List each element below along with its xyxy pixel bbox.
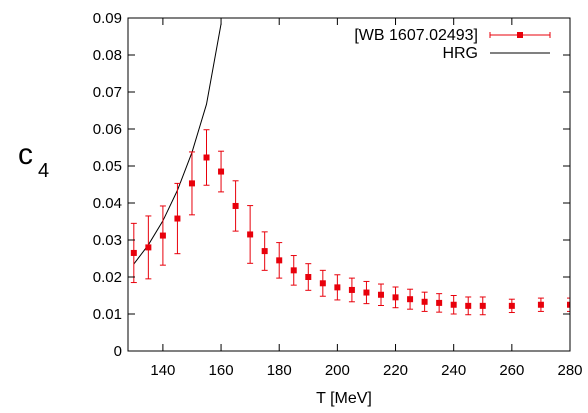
data-point bbox=[508, 298, 515, 314]
y-tick-label: 0.07 bbox=[93, 84, 122, 101]
data-point bbox=[290, 255, 297, 286]
axes: 0 0.01 0.02 0.03 0.04 0.05 0.06 0.07 0.08 0.09 140… bbox=[93, 10, 583, 379]
data-point bbox=[188, 151, 195, 216]
plot-area bbox=[130, 23, 570, 316]
legend: [WB 1607.02493]HRG bbox=[354, 27, 551, 62]
point-marker bbox=[421, 298, 428, 305]
plot-content bbox=[130, 23, 570, 316]
data-point bbox=[479, 296, 486, 316]
x-axis-title: T [MeV] bbox=[316, 390, 372, 407]
legend-marker-wb bbox=[517, 32, 523, 38]
data-point bbox=[159, 205, 166, 266]
point-marker bbox=[188, 180, 195, 187]
x-tick-label: 220 bbox=[383, 362, 408, 379]
point-marker bbox=[508, 302, 515, 309]
point-marker bbox=[203, 154, 210, 161]
point-marker bbox=[436, 299, 443, 306]
legend-label-hrg: HRG bbox=[442, 45, 478, 62]
y-tick-label: 0.01 bbox=[93, 306, 122, 323]
data-point bbox=[450, 295, 457, 315]
data-point bbox=[567, 297, 570, 312]
data-point bbox=[218, 150, 225, 193]
point-marker bbox=[377, 291, 384, 298]
data-point bbox=[232, 180, 239, 232]
point-marker bbox=[159, 232, 166, 239]
y-tick-label: 0 bbox=[114, 343, 122, 360]
point-marker bbox=[261, 248, 268, 255]
point-marker bbox=[363, 289, 370, 296]
point-marker bbox=[567, 301, 570, 308]
y-tick-label: 0.06 bbox=[93, 121, 122, 138]
point-marker bbox=[407, 296, 414, 303]
legend-label-wb: [WB 1607.02493] bbox=[354, 27, 478, 44]
y-tick-label: 0.03 bbox=[93, 232, 122, 249]
data-point bbox=[334, 274, 341, 301]
point-marker bbox=[334, 284, 341, 291]
point-marker bbox=[465, 302, 472, 309]
y-tick-label: 0.09 bbox=[93, 10, 122, 27]
y-tick-label: 0.05 bbox=[93, 158, 122, 175]
x-tick-label: 200 bbox=[325, 362, 350, 379]
point-marker bbox=[305, 274, 312, 280]
point-marker bbox=[450, 301, 457, 308]
x-tick-label: 260 bbox=[499, 362, 524, 379]
data-point bbox=[465, 296, 472, 316]
point-marker bbox=[348, 286, 355, 293]
data-point bbox=[421, 291, 428, 312]
data-point bbox=[377, 283, 384, 306]
data-point bbox=[305, 263, 312, 291]
data-point bbox=[392, 286, 399, 309]
data-point bbox=[363, 280, 370, 305]
x-tick-label: 280 bbox=[557, 362, 582, 379]
plot-frame bbox=[127, 17, 571, 352]
y-axis-label-sub: 4 bbox=[38, 160, 49, 182]
point-marker bbox=[130, 249, 137, 256]
x-tick-label: 180 bbox=[267, 362, 292, 379]
point-marker bbox=[392, 294, 399, 301]
data-point bbox=[145, 215, 152, 280]
data-point bbox=[276, 242, 283, 279]
data-point bbox=[319, 269, 326, 297]
x-tick-label: 140 bbox=[150, 362, 175, 379]
y-axis-label-main: c bbox=[18, 138, 33, 171]
point-marker bbox=[290, 267, 297, 274]
data-point bbox=[407, 288, 414, 310]
point-marker bbox=[247, 231, 254, 238]
point-marker bbox=[232, 202, 239, 209]
data-point bbox=[130, 222, 137, 284]
x-tick-label: 160 bbox=[209, 362, 234, 379]
y-tick-label: 0.02 bbox=[93, 269, 122, 286]
point-marker bbox=[174, 215, 181, 222]
point-marker bbox=[218, 168, 225, 175]
data-point bbox=[537, 297, 544, 312]
point-marker bbox=[276, 257, 283, 264]
y-tick-label: 0.08 bbox=[93, 47, 122, 64]
data-point bbox=[247, 205, 254, 264]
data-point bbox=[436, 293, 443, 313]
point-marker bbox=[537, 301, 544, 308]
x-tick-label: 240 bbox=[441, 362, 466, 379]
legend-sample-wb bbox=[489, 32, 551, 38]
point-marker bbox=[479, 302, 486, 309]
data-point bbox=[348, 277, 355, 303]
data-point bbox=[174, 182, 181, 255]
y-tick-label: 0.04 bbox=[93, 195, 122, 212]
data-point bbox=[203, 129, 210, 186]
data-point bbox=[261, 231, 268, 271]
point-marker bbox=[145, 244, 152, 251]
point-marker bbox=[319, 280, 326, 287]
